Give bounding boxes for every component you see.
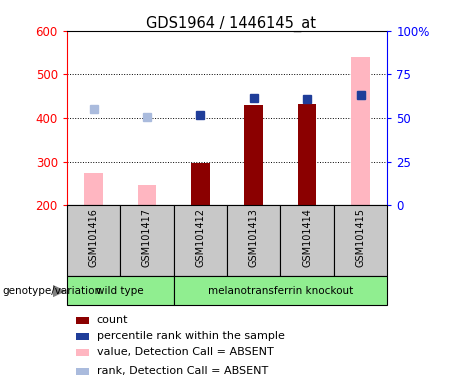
Text: melanotransferrin knockout: melanotransferrin knockout: [208, 286, 353, 296]
Bar: [84, 173, 103, 205]
Bar: [76, 368, 89, 375]
Polygon shape: [53, 286, 65, 296]
Bar: [351, 57, 370, 205]
Bar: [191, 163, 210, 205]
Text: rank, Detection Call = ABSENT: rank, Detection Call = ABSENT: [97, 366, 268, 376]
Text: GSM101416: GSM101416: [89, 208, 99, 267]
Text: GSM101414: GSM101414: [302, 208, 312, 267]
Bar: [120, 205, 174, 276]
Text: count: count: [97, 315, 128, 325]
Text: percentile rank within the sample: percentile rank within the sample: [97, 331, 285, 341]
Text: genotype/variation: genotype/variation: [2, 286, 101, 296]
Bar: [298, 104, 317, 205]
Bar: [227, 205, 280, 276]
Text: wild type: wild type: [96, 286, 144, 296]
Bar: [76, 349, 89, 356]
Bar: [67, 205, 120, 276]
Bar: [76, 317, 89, 324]
Text: GSM101417: GSM101417: [142, 208, 152, 267]
Bar: [67, 276, 174, 305]
Text: GSM101415: GSM101415: [355, 208, 366, 267]
Text: value, Detection Call = ABSENT: value, Detection Call = ABSENT: [97, 348, 274, 358]
Bar: [280, 205, 334, 276]
Text: GDS1964 / 1446145_at: GDS1964 / 1446145_at: [146, 15, 315, 31]
Bar: [244, 105, 263, 205]
Bar: [137, 185, 156, 205]
Text: GSM101412: GSM101412: [195, 208, 205, 267]
Text: GSM101413: GSM101413: [249, 208, 259, 267]
Bar: [174, 276, 387, 305]
Bar: [76, 333, 89, 340]
Bar: [334, 205, 387, 276]
Bar: [174, 205, 227, 276]
